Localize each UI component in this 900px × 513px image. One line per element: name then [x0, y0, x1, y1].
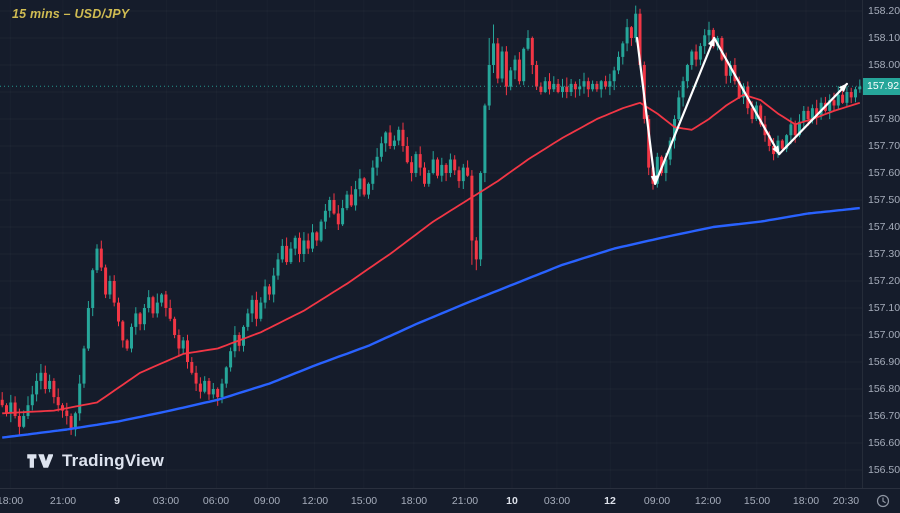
price-tick-label: 157.800: [868, 113, 900, 125]
price-tick-label: 157.200: [868, 275, 900, 287]
price-tick-label: 156.900: [868, 356, 900, 368]
time-tick-label: 03:00: [152, 495, 180, 507]
price-tick-label: 158.000: [868, 59, 900, 71]
last-price-badge: 157.921: [863, 78, 900, 95]
time-tick-label: 20:30: [832, 495, 860, 507]
price-tick-label: 157.000: [868, 329, 900, 341]
time-tick-label: 15:00: [350, 495, 378, 507]
time-tick-label: 9: [114, 495, 120, 507]
time-tick-label: 18:00: [0, 495, 24, 507]
price-tick-label: 157.100: [868, 302, 900, 314]
price-tick-label: 157.400: [868, 221, 900, 233]
clock-icon[interactable]: [876, 494, 890, 508]
price-tick-label: 158.200: [868, 5, 900, 17]
time-tick-label: 21:00: [451, 495, 479, 507]
price-tick-label: 158.100: [868, 32, 900, 44]
time-tick-label: 09:00: [253, 495, 281, 507]
time-tick-label: 09:00: [643, 495, 671, 507]
time-tick-label: 15:00: [743, 495, 771, 507]
price-tick-label: 157.500: [868, 194, 900, 206]
price-tick-label: 156.500: [868, 464, 900, 476]
time-tick-label: 12:00: [694, 495, 722, 507]
time-tick-label: 21:00: [49, 495, 77, 507]
tradingview-watermark[interactable]: TradingView: [26, 451, 164, 471]
time-tick-label: 18:00: [792, 495, 820, 507]
time-tick-label: 10: [506, 495, 518, 507]
chart-title-note: 15 mins – USD/JPY: [12, 7, 130, 21]
price-tick-label: 156.700: [868, 410, 900, 422]
time-tick-label: 18:00: [400, 495, 428, 507]
time-tick-label: 12:00: [301, 495, 329, 507]
time-tick-label: 12: [604, 495, 616, 507]
price-axis[interactable]: 157.921 158.200158.100158.000157.900157.…: [862, 0, 900, 488]
price-tick-label: 156.600: [868, 437, 900, 449]
price-tick-label: 157.300: [868, 248, 900, 260]
price-tick-label: 157.600: [868, 167, 900, 179]
price-tick-label: 156.800: [868, 383, 900, 395]
candlestick-chart: [0, 5, 862, 439]
tradingview-logo-icon: [27, 454, 53, 468]
tradingview-brand-name: TradingView: [62, 451, 165, 470]
price-tick-label: 157.700: [868, 140, 900, 152]
time-axis[interactable]: 18:00 21:00 9 03:00 06:00 09:00 12:00 15:00 18:0…: [0, 488, 900, 513]
chart-plot-area[interactable]: 15 mins – USD/JPY TradingView: [0, 0, 862, 488]
time-tick-label: 03:00: [543, 495, 571, 507]
time-tick-label: 06:00: [202, 495, 230, 507]
